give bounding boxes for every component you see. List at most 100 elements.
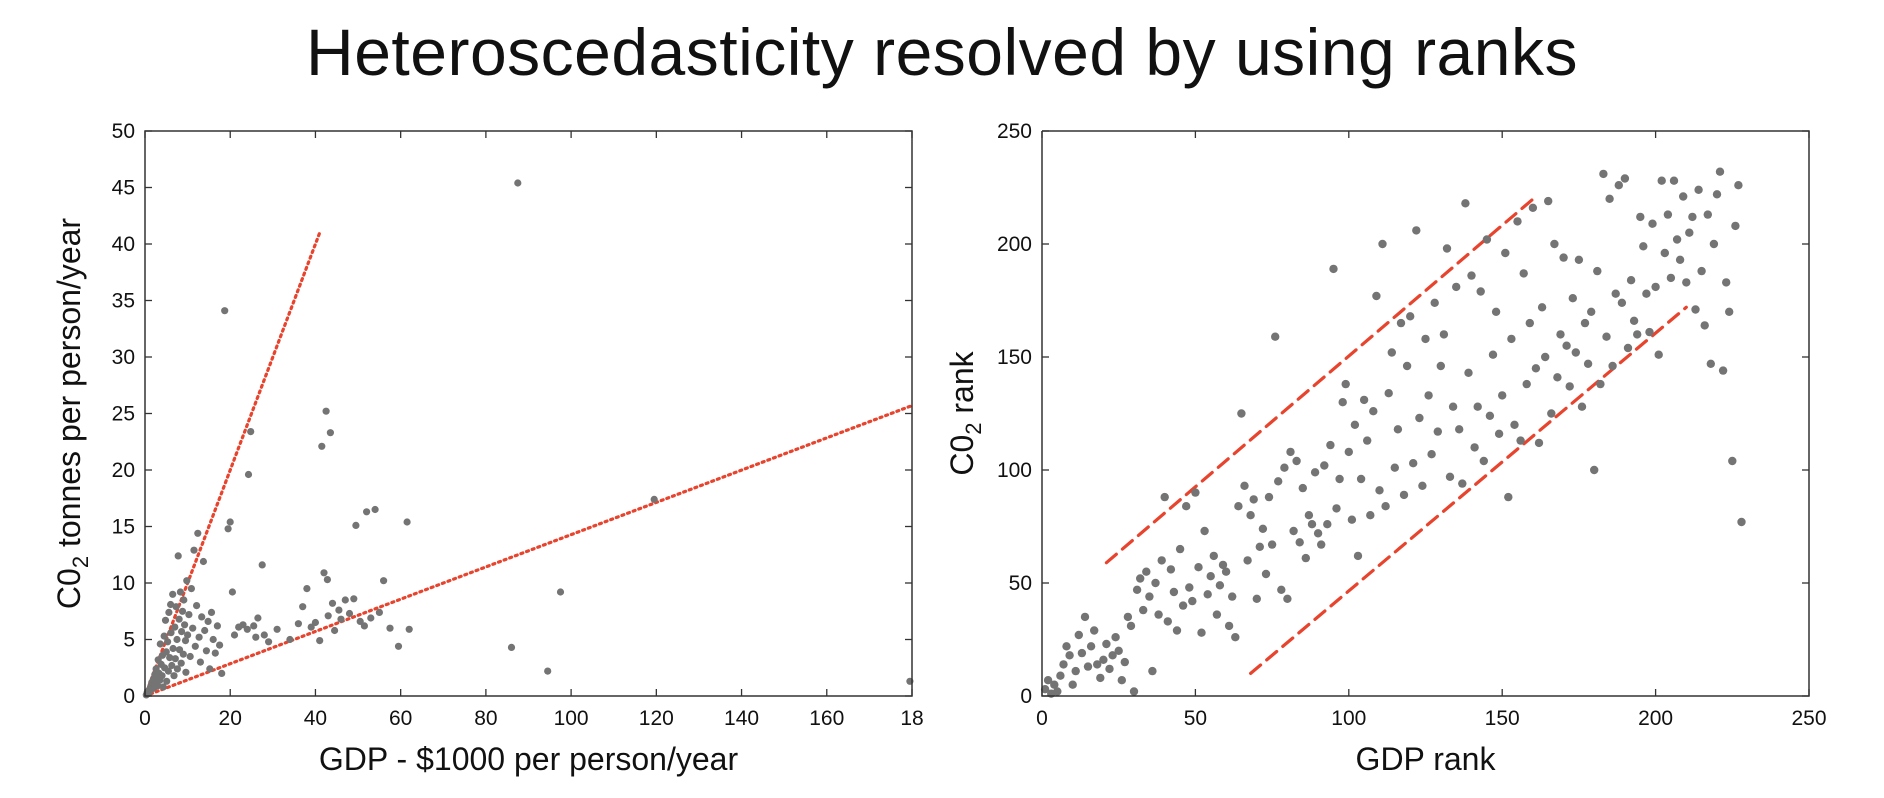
data-point: [1114, 646, 1123, 655]
data-point: [1433, 427, 1443, 436]
y-axis: 0 5 10 15 20 25 30 35 40 45 50: [112, 120, 912, 708]
data-point: [1286, 447, 1295, 457]
data-point: [244, 470, 253, 479]
data-point: [1583, 359, 1593, 368]
data-point: [1700, 321, 1709, 330]
data-point: [1191, 488, 1200, 497]
data-point: [1267, 540, 1277, 549]
data-point: [328, 599, 337, 607]
data-point: [1329, 264, 1338, 274]
data-point: [1491, 307, 1501, 316]
y-tick-label: 25: [112, 403, 135, 426]
data-point: [1283, 594, 1292, 603]
x-axis-title: GDP - $1000 per person/year: [319, 741, 739, 777]
data-point: [164, 667, 172, 675]
data-point: [1323, 520, 1332, 529]
data-point: [1065, 651, 1074, 660]
data-point: [156, 640, 164, 648]
data-point: [1694, 185, 1703, 194]
data-point: [178, 607, 187, 615]
data-point: [1148, 666, 1157, 676]
data-point: [1246, 511, 1255, 520]
y-axis-title-subscript: 2: [68, 556, 93, 568]
y-tick-label: 0: [1020, 685, 1032, 708]
y-axis-title-rest: rank: [944, 350, 980, 422]
plot-frame: [144, 130, 913, 697]
data-point: [1494, 429, 1504, 438]
x-tick-label: 40: [304, 707, 327, 730]
data-point: [196, 658, 204, 666]
data-point: [311, 618, 319, 627]
data-point: [1669, 176, 1679, 185]
data-point: [1715, 167, 1725, 176]
data-point: [193, 602, 201, 610]
data-point: [1117, 676, 1127, 685]
data-point: [1553, 373, 1562, 382]
data-point: [286, 635, 294, 644]
data-point: [1525, 318, 1535, 328]
data-point: [1053, 687, 1062, 696]
x-axis: 0 20 40 60 80 100 120 140 160 18: [139, 131, 924, 730]
data-point: [1602, 332, 1611, 341]
data-point: [1675, 255, 1685, 264]
data-point: [1292, 456, 1301, 466]
data-point: [1550, 239, 1559, 249]
gdp-rank-vs-co2-rank-scatter: 0 50 100 150 200 250 0 50 100 150 200 250 GDP rank…: [944, 120, 1827, 777]
data-point: [1111, 633, 1120, 642]
y-axis-title-main: C0: [944, 435, 980, 476]
data-point: [1369, 407, 1378, 416]
data-point: [1243, 556, 1252, 565]
data-point: [1375, 486, 1384, 495]
data-point: [1261, 569, 1271, 579]
data-point: [1182, 502, 1191, 511]
data-point: [1685, 228, 1694, 237]
data-point: [228, 588, 236, 596]
data-point: [1436, 361, 1446, 371]
y-axis-title: C02 tonnes per person/year: [51, 218, 93, 609]
y-tick-label: 150: [997, 346, 1032, 369]
data-point: [345, 609, 354, 618]
y-axis-title: C02 rank: [944, 350, 986, 475]
data-point: [1200, 526, 1209, 536]
data-point: [182, 668, 190, 676]
guide-line: [143, 403, 914, 698]
data-point: [1353, 551, 1363, 561]
data-point: [1228, 592, 1237, 601]
data-point: [191, 642, 199, 650]
x-tick-label: 100: [1331, 707, 1366, 730]
data-point: [1043, 676, 1053, 685]
guide-lines: [143, 231, 914, 698]
data-point: [1169, 587, 1179, 597]
data-point: [177, 659, 185, 667]
data-point: [1068, 680, 1077, 689]
data-point: [1185, 583, 1194, 592]
x-tick-label: 120: [639, 707, 674, 730]
data-point: [1326, 440, 1335, 450]
data-point: [158, 672, 166, 680]
data-point: [1666, 273, 1676, 283]
data-point: [1439, 330, 1449, 339]
data-point: [556, 588, 565, 596]
data-point: [226, 518, 234, 526]
data-point: [174, 552, 182, 560]
data-point: [1645, 327, 1654, 337]
guide-line: [143, 231, 322, 698]
x-tick-label: 160: [809, 707, 844, 730]
data-point: [183, 577, 191, 585]
data-point: [1313, 529, 1323, 538]
data-point: [207, 608, 216, 617]
data-point: [1467, 271, 1476, 280]
data-point: [258, 561, 266, 569]
data-point: [1599, 169, 1608, 179]
data-point: [1056, 671, 1065, 680]
data-point: [1347, 515, 1357, 524]
data-point: [180, 596, 188, 604]
data-point: [1059, 660, 1068, 669]
data-point: [1206, 572, 1215, 581]
data-point: [1071, 666, 1080, 676]
data-point: [375, 608, 383, 617]
data-point: [403, 518, 411, 526]
data-point: [1381, 502, 1390, 511]
data-point: [1642, 289, 1651, 298]
data-point: [1709, 239, 1719, 249]
